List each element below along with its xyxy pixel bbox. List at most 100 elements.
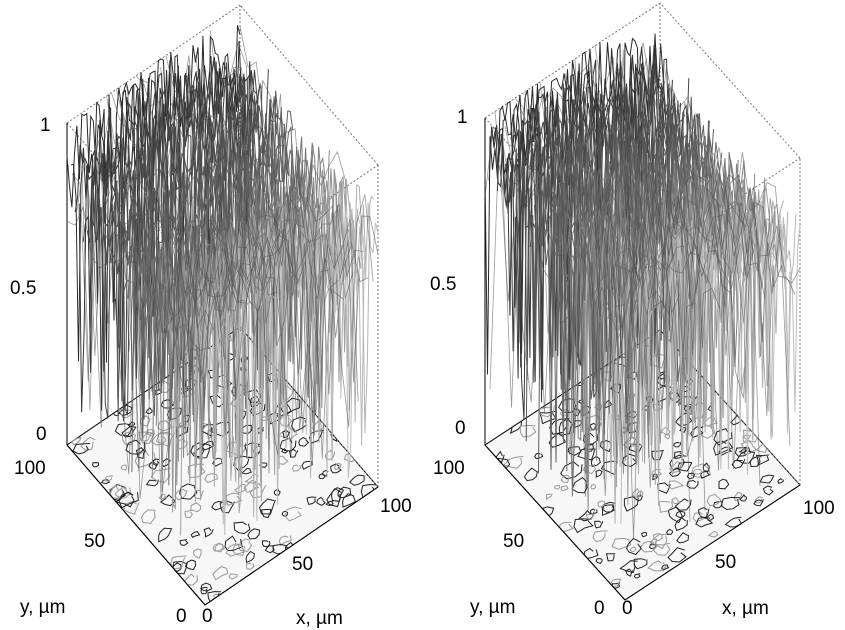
surface-column-line bbox=[554, 88, 696, 435]
floor-contour-line bbox=[633, 558, 648, 570]
floor-contour-line bbox=[739, 494, 747, 502]
floor-contour-line bbox=[636, 490, 644, 498]
surface-column-line bbox=[584, 100, 726, 307]
floor-contour-line bbox=[754, 496, 763, 504]
x-axis-label: x, µm bbox=[296, 608, 343, 629]
surface-row-line bbox=[90, 70, 265, 422]
floor-contour-line bbox=[204, 473, 218, 484]
floor-contour-line bbox=[159, 494, 176, 507]
floor-contour-line bbox=[585, 513, 596, 520]
floor-contour-line bbox=[669, 454, 687, 471]
x-axis-line bbox=[624, 484, 801, 601]
floor-contour-line bbox=[187, 463, 206, 479]
surface-column-line bbox=[239, 26, 379, 383]
floor-contour-line bbox=[545, 493, 553, 500]
floor-contour-line bbox=[158, 493, 168, 500]
surface-column-line bbox=[215, 75, 354, 423]
box-edge bbox=[659, 329, 801, 486]
x-tick-label: 50 bbox=[292, 554, 313, 575]
surface-row-line bbox=[86, 72, 261, 402]
surface-column-line bbox=[101, 108, 240, 317]
floor-contour-line bbox=[560, 485, 569, 492]
surface-column-line bbox=[654, 56, 796, 343]
floor-contour-line bbox=[631, 488, 642, 499]
surface-column-line bbox=[574, 58, 716, 426]
surface-column-line bbox=[504, 126, 646, 424]
surface-column-line bbox=[121, 106, 260, 447]
floor-contour-line bbox=[155, 431, 176, 448]
x-axis-label: x, µm bbox=[722, 598, 769, 619]
floor-contour-line bbox=[318, 473, 326, 480]
floor-contour-line bbox=[184, 509, 194, 519]
floor-contour-line bbox=[104, 475, 114, 482]
floor-contour-line bbox=[178, 421, 187, 428]
surface-column-line bbox=[140, 79, 280, 355]
floor-contour-line bbox=[170, 555, 187, 570]
floor-contour-line bbox=[342, 493, 357, 508]
surface-column-line bbox=[209, 30, 349, 431]
surface-column-line bbox=[509, 136, 651, 540]
floor-contour-line bbox=[671, 497, 681, 505]
floor-contour-line bbox=[212, 566, 229, 581]
floor-contour-line bbox=[601, 504, 615, 516]
floor-contour-line bbox=[145, 429, 155, 437]
surface-column-line bbox=[145, 87, 285, 460]
floor-contour-line bbox=[277, 455, 289, 465]
floor-contour-line bbox=[158, 527, 173, 543]
floor-contour-line bbox=[763, 485, 774, 496]
surface-column-line bbox=[494, 111, 636, 497]
box-edge bbox=[239, 4, 379, 166]
floor-contour-line bbox=[706, 493, 722, 507]
floor-contour-line bbox=[337, 486, 352, 499]
floor-contour-line bbox=[602, 501, 616, 513]
x-axis-line bbox=[204, 486, 379, 606]
floor-contour-line bbox=[692, 468, 703, 475]
floor-contour-line bbox=[279, 414, 293, 427]
floor-contour-line bbox=[590, 422, 598, 431]
surface-column-line bbox=[649, 66, 791, 446]
surface-column-line bbox=[629, 52, 771, 294]
surface-column-line bbox=[125, 82, 265, 298]
floor-contour-line bbox=[259, 498, 276, 515]
surface-column-line bbox=[185, 83, 324, 457]
floor-contour-line bbox=[291, 464, 302, 472]
surface-plot-right: 1 0.5 0 100 50 0 0 50 100 y, µm x, µm bbox=[430, 2, 835, 619]
floor-contour-line bbox=[534, 452, 544, 460]
floor-contour-line bbox=[179, 539, 189, 546]
floor-contour-line bbox=[203, 527, 214, 538]
x-tick-label: 50 bbox=[715, 552, 736, 573]
z-tick-label: 0 bbox=[455, 418, 466, 439]
floor-contour-line bbox=[653, 542, 671, 556]
floor-contour-line bbox=[118, 491, 139, 509]
floor-contour-line bbox=[703, 416, 718, 427]
floor-contour-line bbox=[611, 537, 632, 550]
floor-contour-line bbox=[112, 410, 120, 417]
floor-contour-line bbox=[301, 460, 313, 470]
floor-contour-line bbox=[288, 449, 299, 458]
surface-column-line bbox=[91, 137, 231, 451]
surface-column-line bbox=[224, 67, 364, 375]
surface-column-line bbox=[81, 151, 221, 472]
floor-contour-line bbox=[667, 547, 687, 563]
floor-contour-line bbox=[225, 543, 245, 557]
z-tick-label: 1 bbox=[40, 115, 51, 136]
floor-contour-line bbox=[626, 537, 642, 556]
floor-contour-line bbox=[298, 436, 310, 447]
floor-contour-line bbox=[324, 449, 336, 461]
surface-column-line bbox=[234, 74, 374, 428]
box-edge bbox=[66, 4, 241, 124]
y-tick-label: 50 bbox=[84, 531, 105, 552]
floor-contour-line bbox=[306, 496, 317, 505]
floor-contour-line bbox=[190, 531, 201, 538]
floor-contour-line bbox=[145, 407, 153, 415]
floor-contour-line bbox=[743, 429, 758, 443]
floor-contour-line bbox=[193, 489, 204, 500]
floor-contour-line bbox=[672, 441, 681, 448]
x-tick-label: 0 bbox=[622, 598, 633, 619]
floor-contour-line bbox=[592, 530, 608, 543]
surface-column-line bbox=[165, 55, 305, 390]
floor-contour-line bbox=[623, 496, 639, 512]
floor-contour-line bbox=[240, 467, 252, 475]
z-tick-label: 0 bbox=[36, 424, 47, 445]
